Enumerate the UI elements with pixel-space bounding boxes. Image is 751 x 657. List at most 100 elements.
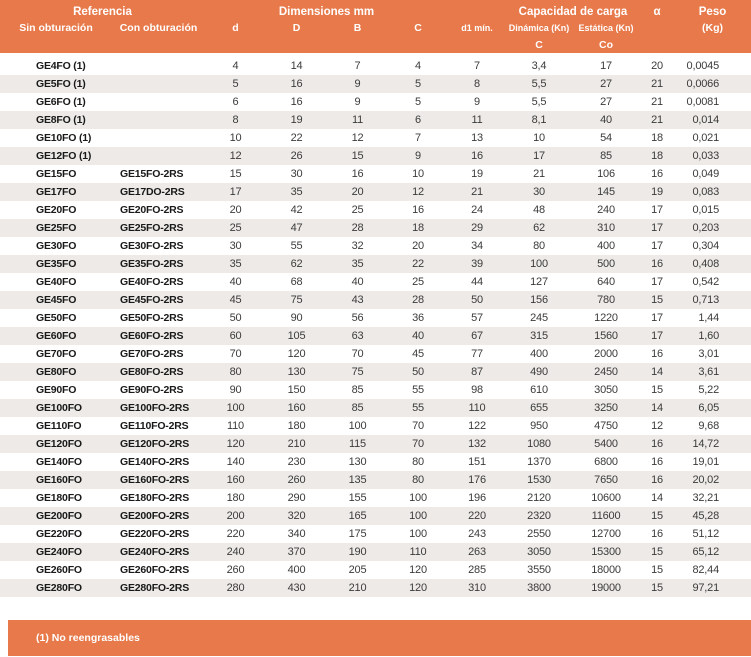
dim-D: 62 <box>290 258 303 270</box>
dim-D: 230 <box>287 456 306 468</box>
ref-con-obturacion <box>112 93 205 111</box>
ref-sin-obturacion: GE200FO <box>36 510 82 522</box>
dim-d: 140 <box>226 456 245 468</box>
peso-kg: 32,21 <box>692 492 719 504</box>
table-row: GE60FO GE60FO-2RS 60 105 63 40 67 315 1560 17 1,60 <box>0 327 751 345</box>
alpha: 17 <box>651 276 663 288</box>
ref-sin-obturacion: GE90FO <box>36 384 77 396</box>
dim-B: 85 <box>351 384 364 396</box>
d1-min: 77 <box>471 348 483 360</box>
dim-C: 16 <box>412 204 424 216</box>
alpha: 14 <box>651 402 663 414</box>
d1-min: 243 <box>468 528 486 540</box>
ref-sin-obturacion: GE140FO <box>36 456 82 468</box>
ref-con-obturacion: GE17DO-2RS <box>120 186 185 198</box>
d1-min: 196 <box>468 492 486 504</box>
carga-dinamica-C: 2550 <box>527 528 551 540</box>
carga-dinamica-C: 48 <box>533 204 545 216</box>
table-row: GE120FO GE120FO-2RS 120 210 115 70 132 1080 5400… <box>0 435 751 453</box>
dim-D: 26 <box>290 150 303 162</box>
header-sub-estatica-Co: Co <box>599 38 613 51</box>
dim-D: 290 <box>287 492 306 504</box>
dim-C: 6 <box>415 114 421 126</box>
d1-min: 57 <box>471 312 483 324</box>
peso-kg: 0,304 <box>692 240 719 252</box>
table-row: GE4FO (1) 4 14 7 4 7 3,4 17 20 0,0045 <box>0 57 751 75</box>
carga-dinamica-C: 100 <box>530 258 548 270</box>
carga-dinamica-C: 21 <box>533 168 545 180</box>
dim-d: 35 <box>229 258 242 270</box>
alpha: 14 <box>651 492 663 504</box>
ref-sin-obturacion: GE80FO <box>36 366 77 378</box>
dim-C: 36 <box>412 312 424 324</box>
carga-estatica-Co: 18000 <box>591 564 621 576</box>
dim-C: 40 <box>412 330 424 342</box>
carga-dinamica-C: 315 <box>530 330 548 342</box>
table-body: GE4FO (1) 4 14 7 4 7 3,4 17 20 0,0045 GE5FO (1) 5 16… <box>0 57 751 597</box>
carga-dinamica-C: 156 <box>530 294 548 306</box>
carga-estatica-Co: 640 <box>597 276 615 288</box>
peso-kg: 0,0045 <box>686 60 720 72</box>
d1-min: 132 <box>468 438 486 450</box>
peso-kg: 97,21 <box>692 582 719 594</box>
dim-D: 75 <box>290 294 303 306</box>
carga-estatica-Co: 15300 <box>591 546 621 558</box>
d1-min: 19 <box>471 168 483 180</box>
dim-D: 210 <box>287 438 306 450</box>
d1-min: 8 <box>474 78 480 90</box>
header-group-peso: Peso <box>698 5 727 18</box>
dim-D: 120 <box>287 348 306 360</box>
dim-D: 55 <box>290 240 303 252</box>
header-con-obturacion: Con obturación <box>119 22 198 35</box>
carga-dinamica-C: 400 <box>530 348 548 360</box>
carga-dinamica-C: 1530 <box>527 474 551 486</box>
ref-con-obturacion: GE25FO-2RS <box>120 222 184 234</box>
peso-kg: 3,61 <box>698 366 719 378</box>
ref-sin-obturacion: GE110FO <box>36 420 82 432</box>
peso-kg: 0,713 <box>692 294 719 306</box>
dim-C: 45 <box>412 348 424 360</box>
carga-dinamica-C: 1370 <box>527 456 551 468</box>
ref-sin-obturacion: GE220FO <box>36 528 82 540</box>
header-group-referencia: Referencia <box>73 5 132 18</box>
ref-con-obturacion: GE40FO-2RS <box>120 276 184 288</box>
dim-B: 15 <box>351 150 364 162</box>
table-row: GE240FO GE240FO-2RS 240 370 190 110 263 3050 153… <box>0 543 751 561</box>
ref-con-obturacion: GE220FO-2RS <box>120 528 189 540</box>
table-row: GE45FO GE45FO-2RS 45 75 43 28 50 156 780 15 0,713 <box>0 291 751 309</box>
dim-C: 12 <box>412 186 424 198</box>
ref-con-obturacion <box>112 147 205 165</box>
dim-D: 47 <box>290 222 303 234</box>
peso-kg: 45,28 <box>692 510 719 522</box>
ref-sin-obturacion: GE20FO <box>36 204 77 216</box>
carga-dinamica-C: 62 <box>533 222 545 234</box>
dim-B: 25 <box>351 204 364 216</box>
peso-kg: 65,12 <box>692 546 719 558</box>
peso-kg: 9,68 <box>698 420 719 432</box>
dim-d: 12 <box>229 150 242 162</box>
carga-estatica-Co: 400 <box>597 240 615 252</box>
header-group-capacidad: Capacidad de carga <box>518 5 628 18</box>
carga-estatica-Co: 40 <box>600 114 612 126</box>
dim-B: 85 <box>351 402 364 414</box>
ref-sin-obturacion: GE4FO (1) <box>36 60 86 72</box>
alpha: 15 <box>651 510 663 522</box>
dim-d: 200 <box>226 510 245 522</box>
ref-sin-obturacion: GE17FO <box>36 186 77 198</box>
ref-con-obturacion: GE50FO-2RS <box>120 312 184 324</box>
ref-sin-obturacion: GE60FO <box>36 330 77 342</box>
table-row: GE17FO GE17DO-2RS 17 35 20 12 21 30 145 19 0,083 <box>0 183 751 201</box>
table-row: GE160FO GE160FO-2RS 160 260 135 80 176 1530 7650… <box>0 471 751 489</box>
table-row: GE25FO GE25FO-2RS 25 47 28 18 29 62 310 17 0,203 <box>0 219 751 237</box>
table-row: GE70FO GE70FO-2RS 70 120 70 45 77 400 2000 16 3,01 <box>0 345 751 363</box>
dim-D: 340 <box>287 528 306 540</box>
peso-kg: 51,12 <box>692 528 719 540</box>
alpha: 17 <box>651 330 663 342</box>
ref-con-obturacion: GE100FO-2RS <box>120 402 189 414</box>
carga-dinamica-C: 8,1 <box>531 114 547 126</box>
d1-min: 220 <box>468 510 486 522</box>
table-row: GE220FO GE220FO-2RS 220 340 175 100 243 2550 127… <box>0 525 751 543</box>
peso-kg: 0,049 <box>692 168 719 180</box>
dim-C: 28 <box>412 294 424 306</box>
d1-min: 98 <box>471 384 483 396</box>
